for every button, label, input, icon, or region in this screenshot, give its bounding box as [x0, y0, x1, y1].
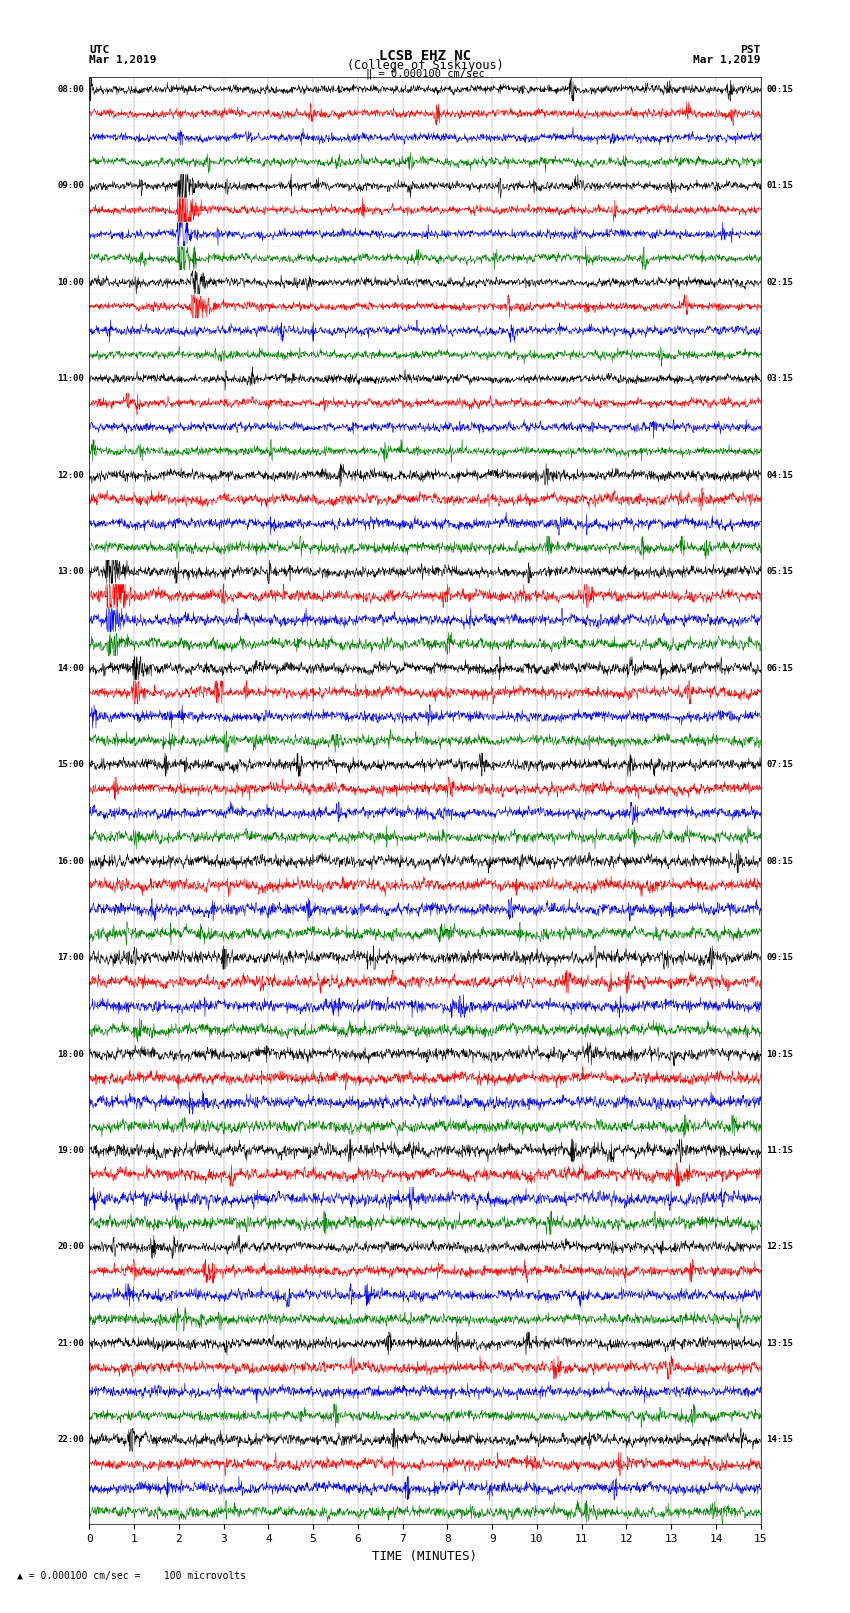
Text: 09:00: 09:00 [57, 181, 84, 190]
Text: 08:00: 08:00 [57, 85, 84, 94]
Text: 03:15: 03:15 [766, 374, 793, 384]
Text: 14:15: 14:15 [766, 1436, 793, 1444]
Text: 21:00: 21:00 [57, 1339, 84, 1348]
X-axis label: TIME (MINUTES): TIME (MINUTES) [372, 1550, 478, 1563]
Text: 10:15: 10:15 [766, 1050, 793, 1058]
Text: 11:15: 11:15 [766, 1145, 793, 1155]
Text: 01:15: 01:15 [766, 181, 793, 190]
Text: 06:15: 06:15 [766, 663, 793, 673]
Text: 15:00: 15:00 [57, 760, 84, 769]
Text: Mar 1,2019: Mar 1,2019 [89, 55, 156, 65]
Text: 14:00: 14:00 [57, 663, 84, 673]
Text: Mar 1,2019: Mar 1,2019 [694, 55, 761, 65]
Text: 02:15: 02:15 [766, 277, 793, 287]
Text: ‖ = 0.000100 cm/sec: ‖ = 0.000100 cm/sec [366, 69, 484, 79]
Text: 13:15: 13:15 [766, 1339, 793, 1348]
Text: PST: PST [740, 45, 761, 55]
Text: 12:00: 12:00 [57, 471, 84, 479]
Text: 13:00: 13:00 [57, 568, 84, 576]
Text: 16:00: 16:00 [57, 857, 84, 866]
Text: 12:15: 12:15 [766, 1242, 793, 1252]
Text: 00:15: 00:15 [766, 85, 793, 94]
Text: UTC: UTC [89, 45, 110, 55]
Text: 20:00: 20:00 [57, 1242, 84, 1252]
Text: 11:00: 11:00 [57, 374, 84, 384]
Text: 17:00: 17:00 [57, 953, 84, 961]
Text: 05:15: 05:15 [766, 568, 793, 576]
Text: 19:00: 19:00 [57, 1145, 84, 1155]
Text: 08:15: 08:15 [766, 857, 793, 866]
Text: 18:00: 18:00 [57, 1050, 84, 1058]
Text: 07:15: 07:15 [766, 760, 793, 769]
Text: 22:00: 22:00 [57, 1436, 84, 1444]
Text: 09:15: 09:15 [766, 953, 793, 961]
Text: 04:15: 04:15 [766, 471, 793, 479]
Text: LCSB EHZ NC: LCSB EHZ NC [379, 50, 471, 63]
Text: ▲ = 0.000100 cm/sec =    100 microvolts: ▲ = 0.000100 cm/sec = 100 microvolts [17, 1571, 246, 1581]
Text: (College of Siskiyous): (College of Siskiyous) [347, 58, 503, 73]
Text: 10:00: 10:00 [57, 277, 84, 287]
